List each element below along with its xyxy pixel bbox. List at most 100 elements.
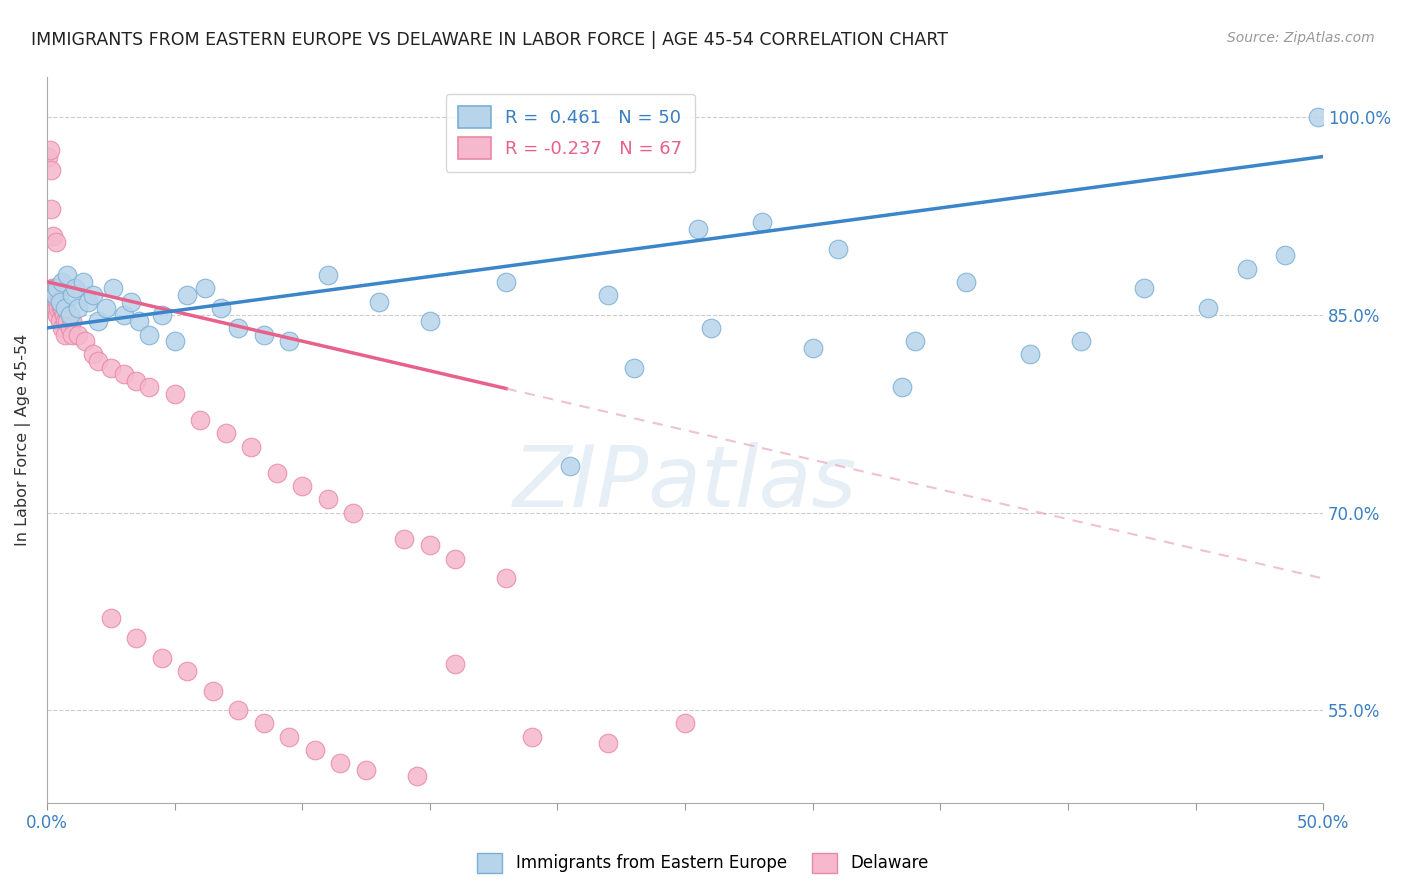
Point [266,466,288,480]
Point [495,275,517,289]
Point [72,275,94,289]
Point [138,380,160,394]
Point [240,440,263,454]
Point [686,222,709,236]
Legend: Immigrants from Eastern Europe, Delaware: Immigrants from Eastern Europe, Delaware [471,847,935,880]
Point [45,235,67,250]
Point [419,539,441,553]
Point [48,301,70,315]
Point [46,294,69,309]
Point [51,301,73,315]
Point [42,301,65,315]
Point [891,380,914,394]
Text: IMMIGRANTS FROM EASTERN EUROPE VS DELAWARE IN LABOR FORCE | AGE 45-54 CORRELATIO: IMMIGRANTS FROM EASTERN EUROPE VS DELAWA… [31,31,948,49]
Point [44,294,66,309]
Point [751,215,773,229]
Point [176,288,198,302]
Point [59,321,82,335]
Point [623,360,645,375]
Point [112,308,135,322]
Point [827,242,849,256]
Point [444,657,467,672]
Legend: R =  0.461   N = 50, R = -0.237   N = 67: R = 0.461 N = 50, R = -0.237 N = 67 [446,94,695,172]
Point [1018,347,1040,361]
Point [163,334,186,348]
Point [125,374,148,388]
Point [316,268,339,283]
Point [42,288,65,302]
Point [59,308,82,322]
Point [394,532,416,546]
Point [304,743,326,757]
Point [48,294,70,309]
Point [598,736,620,750]
Point [52,308,75,322]
Point [49,301,72,315]
Point [44,281,66,295]
Y-axis label: In Labor Force | Age 45-54: In Labor Force | Age 45-54 [15,334,31,546]
Point [62,327,84,342]
Point [278,730,301,744]
Point [39,202,62,217]
Point [1236,261,1258,276]
Point [56,268,79,283]
Point [253,327,276,342]
Point [138,327,160,342]
Text: Source: ZipAtlas.com: Source: ZipAtlas.com [1227,31,1375,45]
Point [316,492,339,507]
Point [44,288,66,302]
Point [62,288,84,302]
Point [66,327,89,342]
Point [45,301,67,315]
Point [209,301,232,315]
Point [51,275,73,289]
Point [51,321,73,335]
Point [100,611,122,625]
Point [188,413,211,427]
Point [128,314,150,328]
Point [87,354,110,368]
Point [444,551,467,566]
Point [214,426,236,441]
Point [56,314,79,328]
Point [87,314,110,328]
Point [120,294,142,309]
Point [419,314,441,328]
Point [112,367,135,381]
Point [598,288,620,302]
Point [291,479,314,493]
Point [163,387,186,401]
Point [801,341,824,355]
Point [520,730,543,744]
Point [53,301,76,315]
Text: ZIPatlas: ZIPatlas [513,442,858,525]
Point [41,281,63,295]
Point [75,334,97,348]
Point [699,321,721,335]
Point [150,308,173,322]
Point [38,288,60,302]
Point [1133,281,1156,295]
Point [53,327,76,342]
Point [42,228,65,243]
Point [673,716,696,731]
Point [39,162,62,177]
Point [955,275,977,289]
Point [37,150,59,164]
Point [194,281,217,295]
Point [1197,301,1219,315]
Point [904,334,927,348]
Point [228,321,250,335]
Point [48,294,70,309]
Point [150,650,173,665]
Point [41,288,63,302]
Point [278,334,301,348]
Point [253,716,276,731]
Point [100,360,122,375]
Point [329,756,352,770]
Point [354,763,377,777]
Point [48,314,70,328]
Point [46,281,69,295]
Point [176,664,198,678]
Point [53,314,76,328]
